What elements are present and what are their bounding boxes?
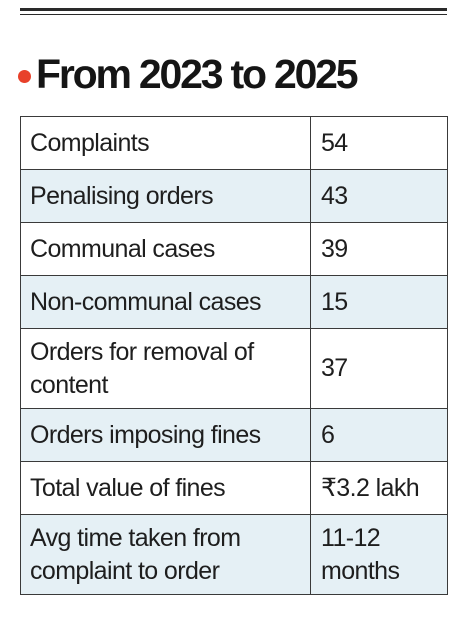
red-bullet-icon — [18, 69, 31, 83]
row-label: Complaints — [20, 116, 311, 170]
row-value: 54 — [310, 116, 448, 170]
row-label: Penalising orders — [20, 169, 311, 223]
top-thin-rule — [20, 14, 447, 15]
table-row: Orders for removal of content 37 — [20, 328, 448, 409]
row-label: Orders imposing fines — [20, 408, 311, 462]
table-row: Orders imposing fines 6 — [20, 408, 448, 462]
top-rule — [20, 8, 447, 11]
table-row: Communal cases 39 — [20, 222, 448, 276]
table-row: Avg time taken from complaint to order 1… — [20, 514, 448, 595]
table-row: Total value of fines ₹3.2 lakh — [20, 461, 448, 515]
row-value: 39 — [310, 222, 448, 276]
row-value: 11-12 months — [310, 514, 448, 595]
row-value: 43 — [310, 169, 448, 223]
table-row: Penalising orders 43 — [20, 169, 448, 223]
page-title: From 2023 to 2025 — [36, 50, 359, 97]
row-label: Orders for removal of content — [20, 328, 311, 409]
row-value: 37 — [310, 328, 448, 409]
row-label: Communal cases — [20, 222, 311, 276]
row-label: Avg time taken from complaint to order — [20, 514, 311, 595]
row-value: 6 — [310, 408, 448, 462]
stats-table: Complaints 54 Penalising orders 43 Commu… — [20, 116, 448, 595]
row-label: Non-communal cases — [20, 275, 311, 329]
headline: From 2023 to 2025 — [18, 46, 359, 102]
row-value: 15 — [310, 275, 448, 329]
row-value: ₹3.2 lakh — [310, 461, 448, 515]
row-label: Total value of fines — [20, 461, 311, 515]
table-row: Complaints 54 — [20, 116, 448, 170]
table-row: Non-communal cases 15 — [20, 275, 448, 329]
